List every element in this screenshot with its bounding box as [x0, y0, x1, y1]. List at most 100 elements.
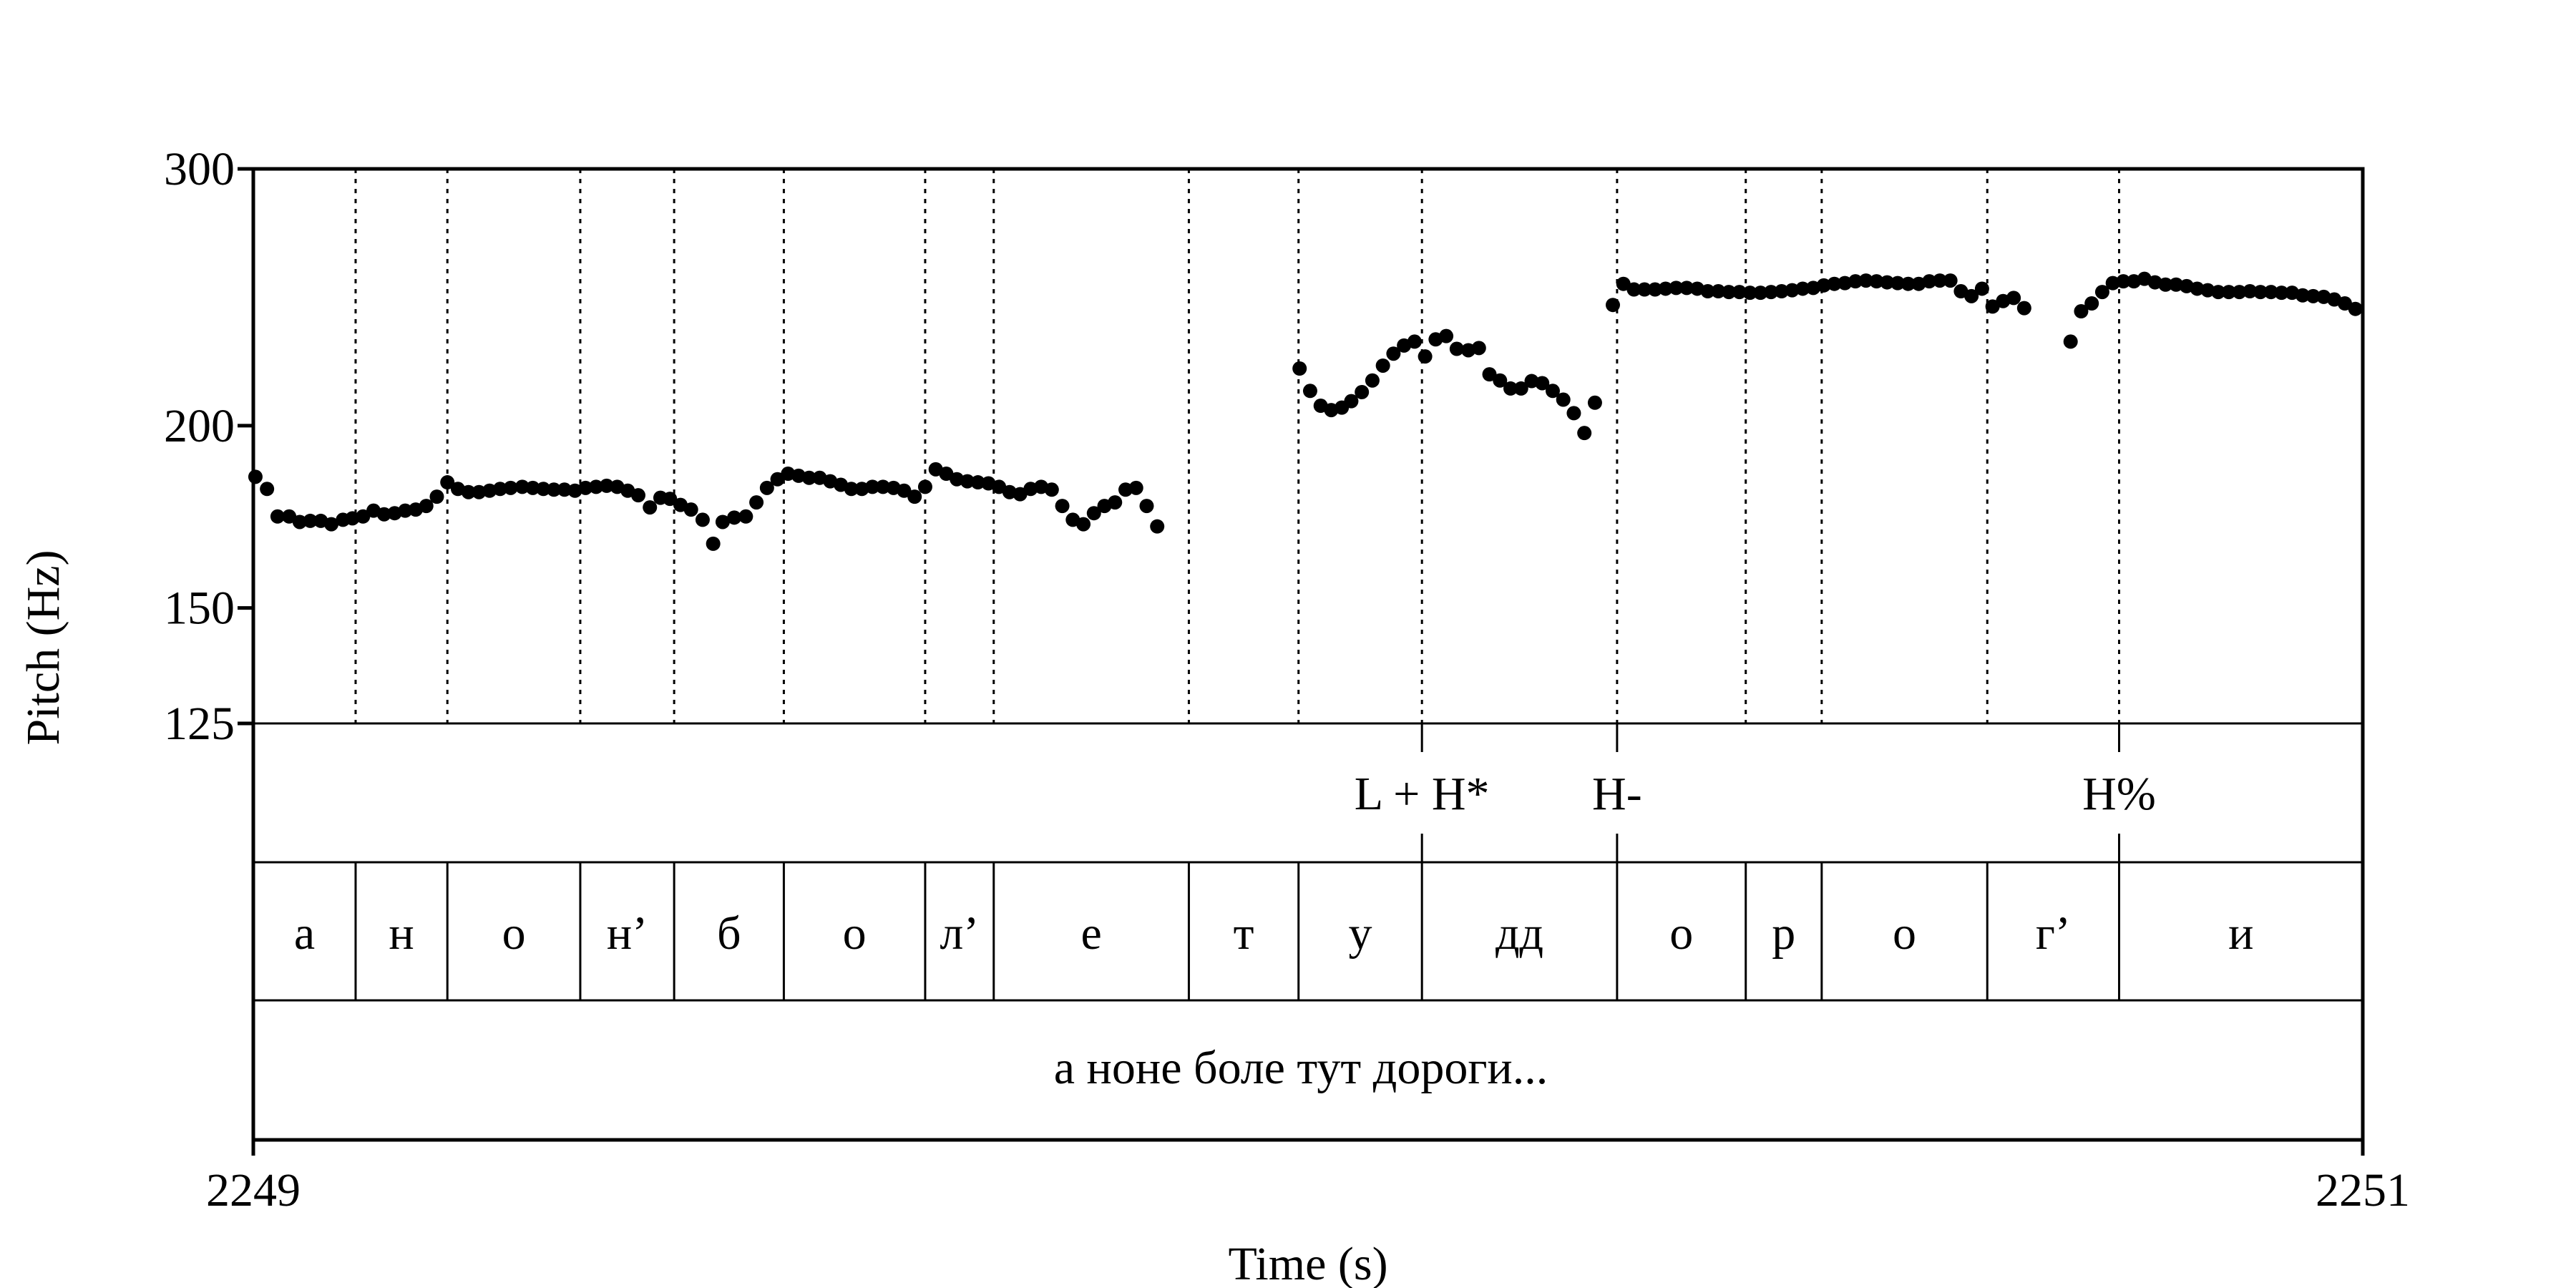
segment-label: дд	[1496, 907, 1543, 960]
segment-label: л’	[940, 907, 979, 960]
pitch-point	[1577, 426, 1592, 441]
pitch-point	[706, 536, 721, 551]
pitch-point	[2274, 286, 2289, 301]
pitch-point	[2348, 301, 2363, 316]
pitch-point	[461, 484, 476, 499]
pitch-point	[1816, 278, 1831, 293]
pitch-point	[1355, 384, 1370, 399]
pitch-point	[557, 482, 572, 497]
pitch-point	[897, 483, 912, 498]
x-axis-label: Time (s)	[1228, 1238, 1387, 1288]
pitch-point	[759, 480, 774, 495]
pitch-point	[2243, 284, 2258, 299]
pitch-point	[248, 469, 263, 484]
pitch-point	[1848, 274, 1863, 289]
pitch-point	[2074, 304, 2089, 319]
pitch-point	[770, 472, 785, 487]
pitch-point	[1922, 274, 1937, 289]
pitch-point	[282, 509, 297, 524]
pitch-point	[2295, 288, 2310, 303]
tone-label: H%	[2082, 768, 2156, 820]
pitch-point	[2306, 288, 2321, 303]
pitch-point	[536, 482, 551, 497]
pitch-point	[599, 478, 614, 493]
pitch-point	[715, 514, 730, 530]
pitch-point	[992, 479, 1007, 494]
pitch-point	[2158, 277, 2173, 292]
pitch-point	[1732, 285, 1747, 300]
pitch-point	[631, 488, 646, 503]
pitch-point	[2063, 334, 2078, 349]
pitch-point	[1880, 275, 1895, 290]
sentence-label: а ноне боле тут дороги...	[1054, 1042, 1548, 1094]
pitch-point	[525, 480, 540, 495]
pitch-point	[1943, 273, 1958, 288]
pitch-point	[1838, 275, 1853, 291]
pitch-point	[2200, 283, 2215, 298]
segment-label: о	[1669, 907, 1693, 960]
pitch-point	[1869, 274, 1884, 289]
pitch-point	[2221, 285, 2236, 300]
pitch-point	[303, 513, 318, 528]
pitch-point	[1669, 280, 1684, 296]
pitch-point	[440, 475, 455, 490]
pitch-point	[1795, 281, 1810, 296]
pitch-point	[270, 509, 285, 524]
pitch-point	[1679, 280, 1694, 296]
pitch-point	[1985, 299, 2000, 314]
pitch-point	[1139, 499, 1154, 514]
pitch-point	[663, 492, 678, 507]
pitch-point	[1658, 281, 1673, 296]
x-tick-label: 2251	[2316, 1164, 2410, 1216]
y-tick-label: 200	[164, 400, 235, 452]
pitch-point	[801, 470, 816, 485]
segment-label: и	[2228, 907, 2253, 960]
pitch-point	[1605, 298, 1620, 313]
segment-label: б	[717, 907, 741, 960]
pitch-point	[1418, 349, 1433, 364]
x-tick-label: 2249	[206, 1164, 301, 1216]
y-tick-label: 150	[164, 582, 235, 635]
pitch-point	[492, 482, 507, 497]
pitch-point	[2169, 277, 2184, 292]
pitch-point	[1901, 276, 1916, 291]
y-axis-label: Pitch (Hz)	[17, 550, 69, 745]
pitch-point	[2006, 291, 2021, 306]
tone-label: H-	[1592, 768, 1642, 820]
segment-label: е	[1080, 907, 1101, 960]
pitch-point	[1742, 286, 1757, 301]
pitch-point	[260, 482, 275, 497]
pitch-point	[695, 512, 710, 527]
pitch-point	[1545, 384, 1560, 399]
pitch-point	[1764, 285, 1779, 300]
pitch-point	[2116, 274, 2131, 289]
segment-label: р	[1772, 907, 1795, 960]
pitch-point	[2211, 285, 2226, 300]
pitch-point	[917, 479, 932, 494]
pitch-point	[1827, 276, 1842, 291]
pitch-point	[324, 517, 339, 532]
pitch-point	[2084, 296, 2099, 311]
pitch-point	[970, 475, 985, 490]
pitch-point	[683, 502, 698, 517]
axes: 300 200 150 125 2249 2251	[164, 143, 2410, 1216]
pitch-point	[2337, 296, 2352, 311]
pitch-point	[1774, 284, 1789, 299]
pitch-point	[844, 482, 859, 497]
segment-boundary-lines	[354, 169, 2121, 723]
segment-label: н	[389, 907, 414, 960]
pitch-point	[503, 480, 518, 495]
segment-label: а	[294, 907, 315, 960]
pitch-point	[738, 509, 753, 524]
pitch-point	[1932, 273, 1947, 288]
pitch-point	[1566, 406, 1581, 421]
pitch-point	[1013, 487, 1028, 502]
y-tick-label: 125	[164, 698, 235, 750]
pitch-point	[1375, 358, 1390, 373]
pitch-point	[2253, 285, 2268, 300]
pitch-point	[2094, 285, 2109, 300]
pitch-point	[1785, 283, 1800, 298]
pitch-point	[1626, 282, 1641, 297]
pitch-point	[398, 503, 413, 518]
pitch-point	[1344, 394, 1359, 409]
